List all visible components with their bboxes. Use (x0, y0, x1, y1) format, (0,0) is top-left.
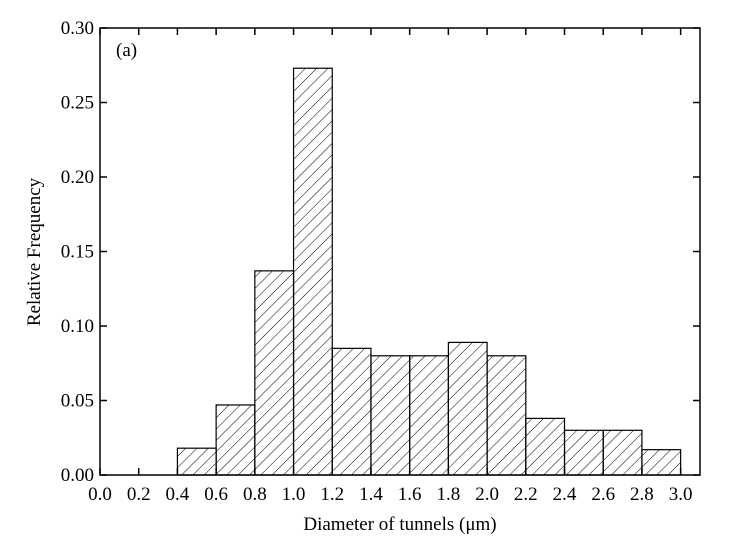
x-tick-label: 0.2 (127, 484, 151, 505)
x-tick-label: 2.8 (630, 484, 654, 505)
x-tick-label: 0.6 (204, 484, 228, 505)
x-tick-label: 0.0 (88, 484, 112, 505)
bar (254, 270, 295, 476)
y-tick-label: 0.10 (61, 316, 94, 337)
y-tick-label: 0.00 (61, 465, 94, 486)
bar (176, 447, 217, 476)
annotation: (a) (116, 40, 137, 61)
bar (331, 347, 372, 476)
x-axis-label: Diameter of tunnels (μm) (303, 514, 496, 535)
bar (641, 449, 682, 476)
y-tick-label: 0.30 (61, 18, 94, 39)
bar (525, 417, 566, 476)
x-tick-label: 1.4 (359, 484, 383, 505)
x-tick-label: 1.6 (398, 484, 422, 505)
bar (486, 355, 527, 476)
x-tick-label: 2.0 (475, 484, 499, 505)
x-tick-label: 1.8 (437, 484, 461, 505)
x-tick-label: 2.6 (591, 484, 615, 505)
bar (215, 404, 256, 476)
y-tick-label: 0.20 (61, 167, 94, 188)
x-tick-label: 0.4 (166, 484, 190, 505)
x-tick-label: 1.2 (320, 484, 344, 505)
x-tick-label: 1.0 (282, 484, 306, 505)
bar (370, 355, 411, 476)
bar (602, 429, 643, 476)
bar (447, 341, 488, 476)
bar (563, 429, 604, 476)
y-tick-label: 0.15 (61, 242, 94, 263)
bar (409, 355, 449, 476)
x-tick-label: 2.2 (514, 484, 538, 505)
x-tick-label: 3.0 (669, 484, 693, 505)
y-tick-label: 0.05 (61, 391, 94, 412)
bar (292, 67, 333, 476)
y-axis-label: Relative Frequency (24, 177, 45, 326)
y-tick-label: 0.25 (61, 93, 94, 114)
x-tick-label: 0.8 (243, 484, 267, 505)
x-tick-label: 2.4 (553, 484, 577, 505)
